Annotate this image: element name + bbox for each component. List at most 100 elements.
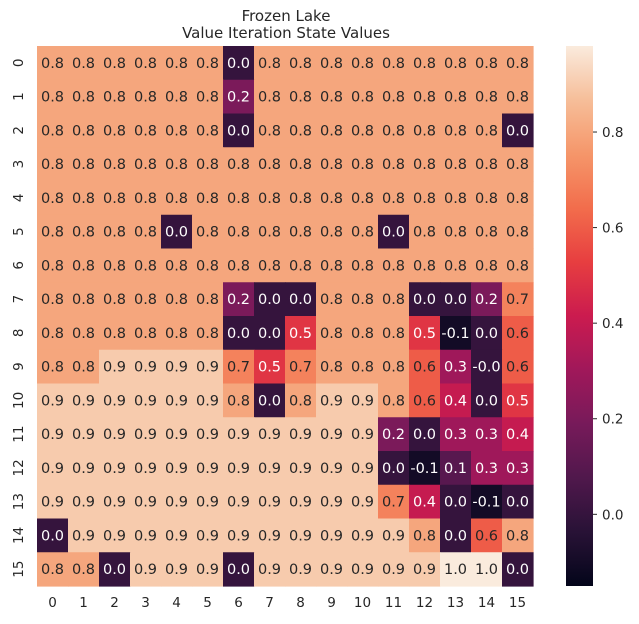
x-tick-label: 1 <box>79 595 88 611</box>
heatmap-cell <box>409 214 441 250</box>
cell-value-label: 0.9 <box>382 562 405 578</box>
cell-value-label: 0.8 <box>72 258 95 274</box>
y-tick-label: 1 <box>11 92 27 101</box>
heatmap-cell <box>471 349 503 385</box>
cell-value-label: 0.4 <box>413 495 436 511</box>
colorbar-tick-label: 0.2 <box>602 412 623 428</box>
heatmap-cell <box>471 282 503 317</box>
chart-subtitle: Value Iteration State Values <box>182 24 390 42</box>
heatmap-cells <box>37 46 534 587</box>
heatmap-cell <box>347 316 379 351</box>
cell-value-label: 0.9 <box>165 461 188 477</box>
cell-value-label: 0.8 <box>289 157 312 173</box>
y-tick-label: 12 <box>11 459 27 476</box>
heatmap-cell <box>37 451 69 486</box>
cell-value-label: 0.9 <box>165 427 188 443</box>
cell-value-label: 0.8 <box>320 90 343 106</box>
cell-value-label: 0.0 <box>444 528 467 544</box>
cell-value-label: 0.9 <box>351 528 374 544</box>
heatmap-cell <box>254 147 286 182</box>
cell-value-label: 0.8 <box>444 123 467 139</box>
heatmap-cell <box>378 147 410 182</box>
cell-value-label: 0.8 <box>320 258 343 274</box>
cell-value-label: 0.8 <box>320 157 343 173</box>
heatmap-cell <box>37 113 69 148</box>
cell-value-label: 0.8 <box>72 123 95 139</box>
cell-value-label: 0.8 <box>289 258 312 274</box>
heatmap-cell <box>502 383 534 418</box>
heatmap-cell <box>223 248 255 283</box>
cell-value-label: 0.9 <box>103 393 126 409</box>
heatmap-cell <box>409 484 441 520</box>
cell-value-label: 0.9 <box>258 528 281 544</box>
cell-value-label: 0.8 <box>134 326 157 342</box>
heatmap-cell <box>192 518 224 553</box>
y-tick-label: 0 <box>11 59 27 68</box>
heatmap-cell <box>502 181 534 216</box>
heatmap-cell <box>316 349 348 385</box>
cell-value-label: 0.8 <box>196 157 219 173</box>
heatmap-cell <box>254 214 286 250</box>
heatmap-cell <box>502 316 534 351</box>
heatmap-cell <box>254 451 286 486</box>
heatmap-cell <box>130 181 162 216</box>
heatmap-cell <box>285 349 317 385</box>
cell-value-label: 0.3 <box>506 461 529 477</box>
heatmap-cell <box>502 214 534 250</box>
heatmap-cell <box>254 113 286 148</box>
heatmap-cell <box>471 79 503 115</box>
heatmap-cell <box>471 46 503 81</box>
cell-value-label: 0.8 <box>413 90 436 106</box>
heatmap-cell <box>378 248 410 283</box>
cell-value-label: 0.9 <box>134 461 157 477</box>
heatmap-cell <box>130 417 162 452</box>
cell-value-label: 0.8 <box>351 360 374 376</box>
cell-value-label: 0.9 <box>196 562 219 578</box>
cell-value-label: 0.9 <box>134 360 157 376</box>
heatmap-cell <box>130 316 162 351</box>
heatmap-cell <box>409 518 441 553</box>
heatmap-cell <box>161 552 193 587</box>
cell-value-label: 0.8 <box>258 258 281 274</box>
heatmap-cell <box>440 46 472 81</box>
cell-value-label: 0.8 <box>506 56 529 72</box>
heatmap-cell <box>285 248 317 283</box>
cell-value-label: 0.8 <box>103 292 126 308</box>
heatmap-cell <box>223 552 255 587</box>
heatmap-cell <box>37 383 69 418</box>
cell-value-label: 0.9 <box>196 360 219 376</box>
cell-value-label: 0.9 <box>134 562 157 578</box>
cell-value-label: 0.9 <box>72 461 95 477</box>
y-tick-label: 13 <box>11 493 27 510</box>
heatmap-cell <box>409 248 441 283</box>
cell-value-label: 0.6 <box>413 360 436 376</box>
heatmap-cell <box>347 349 379 385</box>
heatmap-cell <box>316 248 348 283</box>
heatmap-cell <box>223 46 255 81</box>
heatmap-cell <box>378 79 410 115</box>
heatmap-cell <box>99 451 131 486</box>
cell-value-label: 0.9 <box>258 562 281 578</box>
heatmap-cell <box>347 417 379 452</box>
x-tick-label: 9 <box>327 595 336 611</box>
heatmap-cell <box>502 552 534 587</box>
cell-value-label: 0.8 <box>165 258 188 274</box>
cell-value-label: 0.8 <box>351 258 374 274</box>
heatmap-cell <box>347 147 379 182</box>
heatmap-cell <box>68 552 100 587</box>
x-tick-label: 10 <box>354 595 371 611</box>
cell-value-label: 0.8 <box>444 157 467 173</box>
heatmap-cell <box>285 316 317 351</box>
cell-value-label: 0.6 <box>413 393 436 409</box>
heatmap-cell <box>37 316 69 351</box>
cell-value-label: 0.8 <box>196 326 219 342</box>
cell-value-label: 0.9 <box>134 495 157 511</box>
heatmap-cell <box>471 417 503 452</box>
cell-value-label: 0.8 <box>382 56 405 72</box>
heatmap-cell <box>285 79 317 115</box>
cell-value-label: 0.9 <box>227 528 250 544</box>
heatmap-cell <box>440 383 472 418</box>
cell-value-label: 0.8 <box>351 123 374 139</box>
heatmap-cell <box>37 518 69 553</box>
heatmap-cell <box>254 46 286 81</box>
